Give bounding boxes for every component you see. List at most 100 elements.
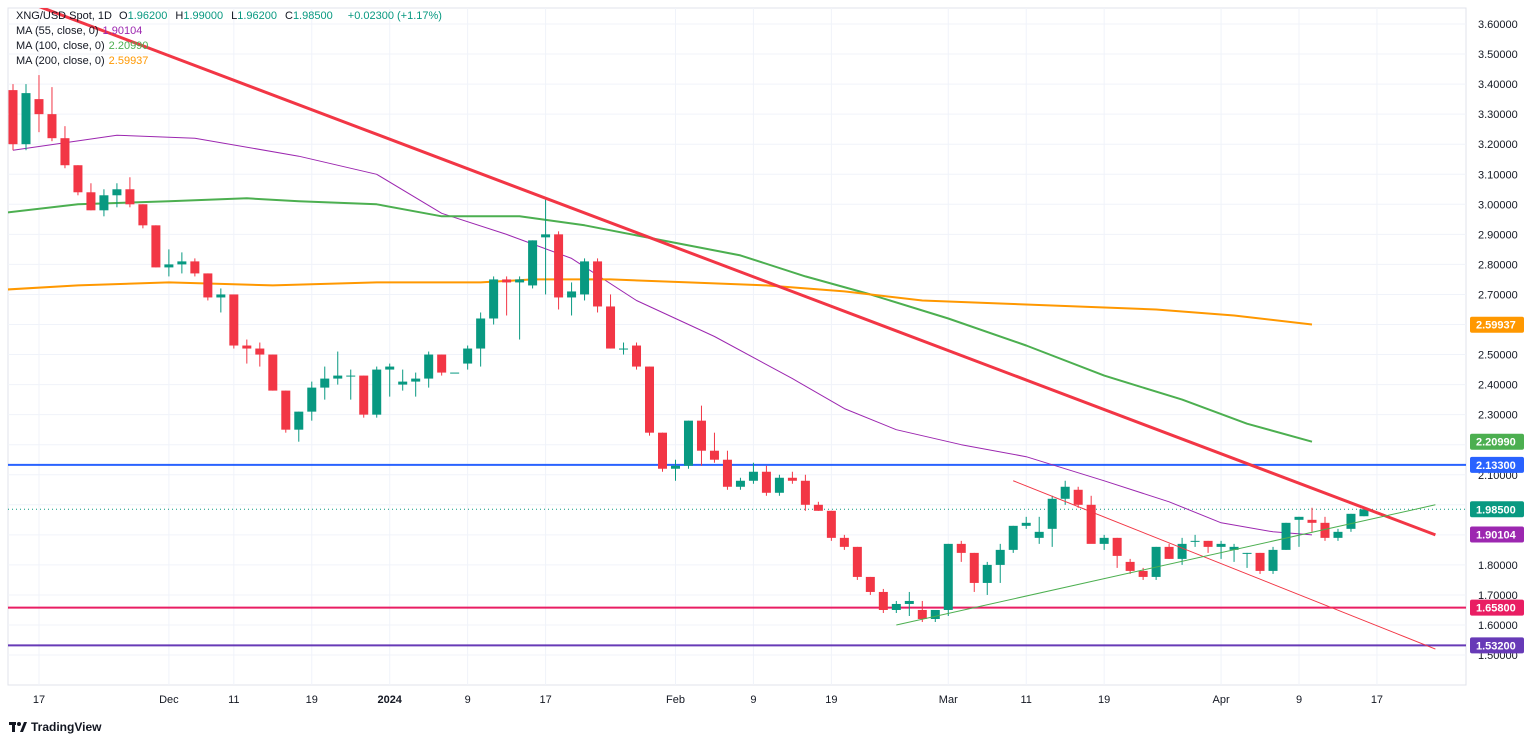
candle[interactable] [995,543,1005,583]
candle[interactable] [904,591,914,616]
candle[interactable] [1177,537,1187,565]
candle[interactable] [1307,507,1317,532]
candle[interactable] [86,183,96,211]
candle[interactable] [125,177,135,208]
candle[interactable] [151,225,161,268]
candle[interactable] [1320,516,1330,541]
candle[interactable] [878,588,888,613]
candle[interactable] [203,273,213,301]
candle[interactable] [683,420,693,469]
candle[interactable] [1164,543,1174,559]
candle[interactable] [1047,495,1057,547]
candle[interactable] [216,288,226,313]
candle[interactable] [333,351,343,385]
candle[interactable] [1294,516,1304,547]
candle[interactable] [826,510,836,541]
candle[interactable] [722,450,732,490]
candle[interactable] [411,372,421,397]
indicator-row[interactable]: MA (55, close, 0) 1.90104 [16,24,446,39]
candle[interactable] [1255,552,1265,574]
candle[interactable] [73,165,83,196]
candle[interactable] [138,204,148,229]
candle[interactable] [476,312,486,367]
y-axis[interactable]: 3.60000 3.50000 3.40000 3.30000 3.20000 3.100… [1470,19,1524,662]
candle[interactable] [1073,486,1083,508]
candle[interactable] [268,354,278,391]
tradingview-logo[interactable]: TradingView [9,718,101,736]
candle[interactable] [1008,525,1018,553]
candle[interactable] [1060,480,1070,505]
candle[interactable] [658,432,667,472]
candle[interactable] [164,249,174,277]
candle[interactable] [21,84,31,151]
candle[interactable] [294,411,304,442]
candle[interactable] [255,342,265,367]
candle[interactable] [229,294,239,349]
candle[interactable] [619,342,629,355]
candle[interactable] [645,366,655,436]
candle[interactable] [891,600,901,613]
candle[interactable] [930,609,940,622]
candle[interactable] [1112,537,1122,568]
ma-line[interactable] [12,134,1313,536]
candle[interactable] [800,474,810,511]
candle[interactable] [34,75,44,133]
candle[interactable] [554,231,564,310]
candle[interactable] [1346,513,1356,532]
candle[interactable] [1034,516,1044,544]
candle[interactable] [1021,516,1031,529]
candle[interactable] [450,372,460,374]
indicator-row[interactable]: MA (200, close, 0) 2.59937 [16,54,446,69]
candle[interactable] [1125,558,1135,574]
candle[interactable] [47,87,57,142]
candle[interactable] [1086,495,1096,544]
candle[interactable] [1333,528,1343,541]
candle[interactable] [735,477,745,490]
candle[interactable] [917,600,927,622]
candle[interactable] [567,282,577,316]
candle[interactable] [593,258,603,313]
candle[interactable] [1268,546,1278,574]
candle[interactable] [852,546,862,580]
candle[interactable] [1229,543,1239,562]
candle[interactable] [748,462,758,484]
candle[interactable] [463,345,473,370]
ma-line[interactable] [0,197,1313,443]
candle[interactable] [424,351,434,388]
symbol-label[interactable]: XNG/USD Spot, 1D [16,10,112,22]
ma-line[interactable] [0,278,1313,326]
candle[interactable] [1190,534,1200,547]
candle[interactable] [372,366,382,418]
candle[interactable] [982,561,992,595]
rising-support-line[interactable] [896,504,1436,626]
candle[interactable] [580,258,590,301]
candle[interactable] [969,552,979,592]
candle[interactable] [398,369,408,391]
candle[interactable] [1216,540,1226,559]
candle[interactable] [242,339,252,364]
candle[interactable] [696,405,706,466]
candle[interactable] [865,576,875,595]
candle[interactable] [774,474,784,496]
candle[interactable] [1281,522,1291,550]
candle[interactable] [839,534,849,550]
major-downtrend-line[interactable] [0,0,1436,537]
falling-channel-line[interactable] [1013,480,1436,650]
candle[interactable] [541,198,551,295]
candle[interactable] [956,540,966,562]
candle[interactable] [281,390,291,433]
candle[interactable] [177,252,187,274]
candle[interactable] [1203,540,1213,553]
candle[interactable] [1099,534,1109,550]
candle[interactable] [112,183,122,208]
candle[interactable] [190,258,200,277]
candle[interactable] [385,363,395,397]
indicator-row[interactable]: MA (100, close, 0) 2.20990 [16,39,446,54]
candle[interactable] [709,432,719,463]
candle[interactable] [8,84,18,151]
candle[interactable] [515,276,525,340]
candle[interactable] [60,126,70,169]
candle[interactable] [489,276,499,325]
candle[interactable] [761,465,771,496]
